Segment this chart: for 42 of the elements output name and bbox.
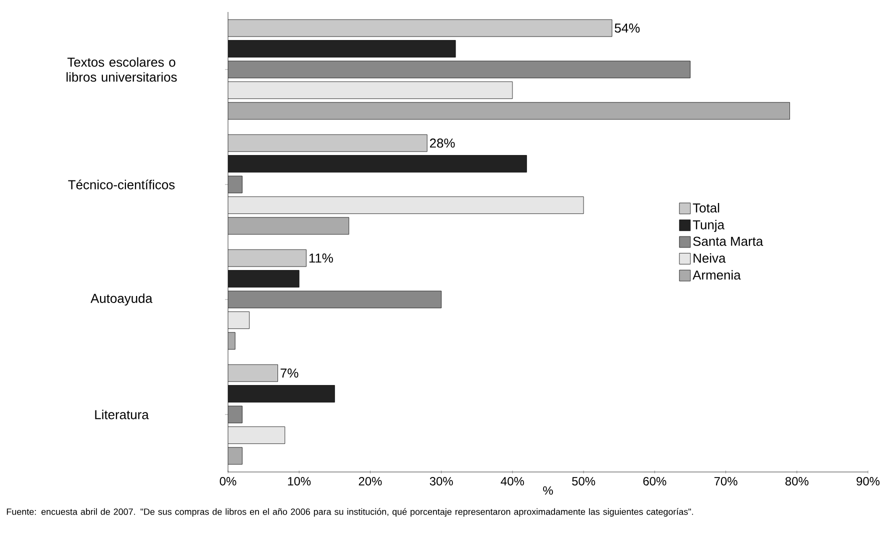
bar (228, 364, 278, 382)
legend-label: Total (692, 202, 720, 213)
data-label: 7% (280, 368, 298, 378)
bar (228, 81, 513, 99)
x-tick-label: 70% (714, 477, 738, 486)
x-tick-label: 40% (500, 477, 524, 486)
x-tick-label: 10% (288, 477, 311, 486)
y-tick-label: Técnico-científicos (68, 180, 175, 190)
y-tick-label: Textos escolares o libros universitarios (66, 57, 177, 82)
bar (228, 19, 612, 37)
x-tick-label: 0% (220, 477, 236, 486)
y-tick-label: Literatura (95, 410, 149, 420)
bar (228, 249, 306, 267)
data-label: 54% (614, 24, 640, 33)
x-tick-label: 90% (856, 477, 880, 486)
legend-label: Armenia (692, 270, 741, 280)
bar (228, 217, 350, 235)
source-note: Fuente: encuesta abril de 2007. "De sus compras de libros en el año 2006 para su institución, qué porcentaje representaron aproximadamente las siguientes categorías". (6, 508, 693, 517)
x-tick-label: 20% (358, 477, 382, 486)
x-tick-label: 80% (785, 477, 808, 486)
x-axis-title: % (543, 486, 553, 495)
bar (228, 426, 286, 444)
x-tick-label: 30% (430, 477, 453, 486)
bar (228, 270, 300, 288)
bar (228, 102, 790, 120)
bar (228, 447, 242, 465)
bar (228, 60, 690, 78)
data-label: 11% (309, 254, 333, 263)
bar (228, 40, 456, 58)
bar (228, 385, 335, 402)
bar (228, 290, 442, 308)
bar (228, 311, 250, 329)
bar (228, 196, 584, 214)
bar (228, 155, 527, 172)
x-tick-label: 60% (643, 477, 666, 486)
legend-label: Santa Marta (693, 236, 764, 246)
x-tick-label: 50% (572, 477, 596, 486)
bar (228, 134, 428, 152)
data-label: 28% (430, 138, 455, 148)
y-tick-label: Autoayuda (90, 293, 152, 306)
legend-label: Neiva (694, 253, 726, 263)
legend-label: Tunja (692, 220, 724, 232)
